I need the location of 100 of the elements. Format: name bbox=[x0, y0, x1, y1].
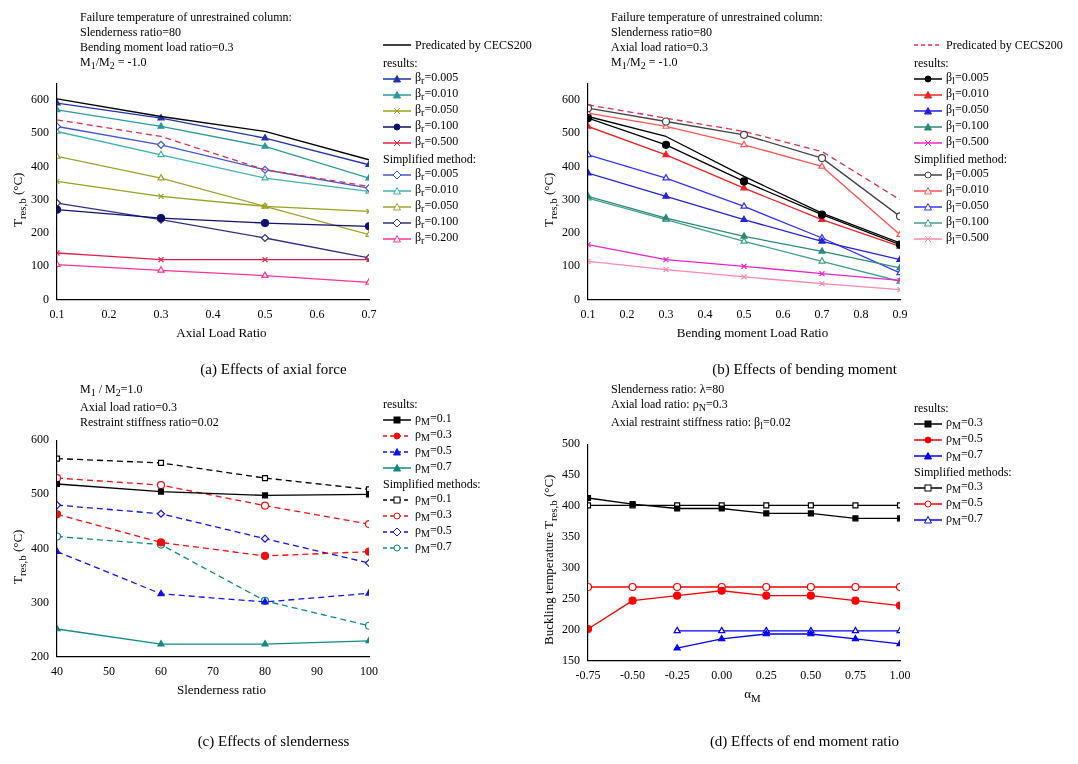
x-tick-label: 0.3 bbox=[153, 307, 169, 322]
x-tick-label: 1.00 bbox=[889, 667, 911, 682]
x-tick-label: 60 bbox=[155, 664, 167, 679]
legend-label: β$_{l}$=0.050 bbox=[946, 102, 989, 119]
legend-label: β$_{l}$=0.010 bbox=[946, 182, 989, 199]
text: Slenderness ratio=80 bbox=[80, 25, 183, 40]
text: Simplified methods: bbox=[914, 463, 1013, 480]
x-tick-label: 0.00 bbox=[711, 667, 733, 682]
y-tick-label: 400 bbox=[31, 158, 49, 173]
text: Simplified methods: bbox=[383, 476, 482, 493]
x-tick-label: 0.6 bbox=[309, 307, 325, 322]
legend-label: β$_{r}$=0.010 bbox=[415, 182, 459, 199]
x-tick-label: 0.7 bbox=[814, 307, 830, 322]
x-axis-title: Bending moment Load Ratio bbox=[675, 325, 830, 342]
legend-label: Predicated by CECS200 bbox=[415, 37, 532, 54]
y-tick-label: 250 bbox=[562, 590, 580, 605]
legend-label: ρ$_{M}$=0.5 bbox=[946, 430, 983, 447]
text: (a) Effects of axial force bbox=[199, 361, 348, 378]
text: M$_{1}$ / M$_{2}$=1.0 bbox=[80, 382, 143, 399]
legend-label: β$_{l}$=0.500 bbox=[946, 133, 989, 153]
y-tick-label: 100 bbox=[562, 258, 580, 273]
legend-label: β$_{r}$=0.200 bbox=[415, 229, 459, 249]
legend-label: β$_{r}$=0.005 bbox=[415, 166, 459, 183]
legend-label: ρ$_{M}$=0.7 bbox=[415, 538, 452, 558]
y-tick-label: 500 bbox=[562, 125, 580, 140]
x-tick-label: 0.50 bbox=[800, 667, 822, 682]
legend-label: β$_{l}$=0.500 bbox=[946, 229, 989, 249]
text: M$_{1}$/M$_{2}$ = -1.0 bbox=[80, 55, 147, 72]
y-tick-label: 200 bbox=[562, 621, 580, 636]
x-tick-label: 0.3 bbox=[658, 307, 674, 322]
y-tick-label: 200 bbox=[31, 649, 49, 664]
x-tick-label: -0.75 bbox=[575, 667, 601, 682]
text: Simplified method: bbox=[383, 151, 477, 168]
y-tick-label: 0 bbox=[43, 292, 49, 307]
x-tick-label: 0.6 bbox=[775, 307, 791, 322]
y-tick-label: 450 bbox=[562, 467, 580, 482]
text: (c) Effects of slenderness bbox=[196, 733, 351, 750]
text: Bending moment load ratio=0.3 bbox=[80, 40, 234, 54]
legend-title: results: bbox=[914, 399, 950, 416]
legend-label: β$_{l}$=0.100 bbox=[946, 214, 989, 231]
y-tick-label: 100 bbox=[31, 258, 49, 273]
legend-label: ρ$_{M}$=0.5 bbox=[415, 443, 452, 460]
legend-label: ρ$_{M}$=0.7 bbox=[946, 445, 983, 465]
legend-title: results: bbox=[383, 55, 419, 72]
x-tick-label: 0.5 bbox=[257, 307, 273, 322]
legend-label: β$_{r}$=0.050 bbox=[415, 198, 459, 215]
legend-label: β$_{l}$=0.010 bbox=[946, 86, 989, 103]
text: Failure temperature of unrestrained column: bbox=[80, 10, 293, 25]
text: Axial load ratio: ρ$_{N}$=0.3 bbox=[611, 397, 728, 414]
legend-label: ρ$_{M}$=0.3 bbox=[415, 427, 452, 444]
y-tick-label: 300 bbox=[562, 559, 580, 574]
x-axis-title: α$_{M}$ bbox=[743, 685, 762, 704]
x-tick-label: 0.25 bbox=[755, 667, 777, 682]
y-tick-label: 600 bbox=[562, 92, 580, 107]
text: Simplified method: bbox=[914, 151, 1008, 168]
x-tick-label: 40 bbox=[51, 664, 63, 679]
legend-label: β$_{l}$=0.005 bbox=[946, 70, 989, 87]
legend-label: ρ$_{M}$=0.3 bbox=[946, 478, 983, 495]
x-axis-title: Axial Load Ratio bbox=[175, 325, 268, 342]
legend-label: β$_{l}$=0.005 bbox=[946, 166, 989, 183]
legend-label: ρ$_{M}$=0.7 bbox=[946, 509, 983, 529]
x-tick-label: 0.1 bbox=[580, 307, 596, 322]
x-tick-label: 0.2 bbox=[101, 307, 117, 322]
legend-label: Predicated by CECS200 bbox=[946, 37, 1063, 54]
legend-label: ρ$_{M}$=0.7 bbox=[415, 458, 452, 478]
legend-label: ρ$_{M}$=0.1 bbox=[415, 411, 452, 428]
y-tick-label: 150 bbox=[562, 652, 580, 667]
text: Restraint stiffness ratio=0.02 bbox=[80, 415, 219, 430]
legend-label: ρ$_{M}$=0.5 bbox=[946, 494, 983, 511]
legend-label: β$_{l}$=0.050 bbox=[946, 198, 989, 215]
y-tick-label: 0 bbox=[574, 292, 580, 307]
legend-label: ρ$_{M}$=0.3 bbox=[415, 507, 452, 524]
x-tick-label: 0.9 bbox=[892, 307, 908, 322]
y-tick-label: 200 bbox=[31, 225, 49, 240]
legend-label: β$_{l}$=0.100 bbox=[946, 118, 989, 135]
x-tick-label: 0.4 bbox=[697, 307, 713, 322]
x-tick-label: 100 bbox=[360, 664, 378, 679]
legend-label: ρ$_{M}$=0.1 bbox=[415, 491, 452, 508]
y-tick-label: 400 bbox=[31, 540, 49, 555]
x-tick-label: 90 bbox=[311, 664, 323, 679]
text: Axial restraint stiffness ratio: β$_{l}$=0.02 bbox=[611, 415, 791, 432]
y-tick-label: 500 bbox=[31, 486, 49, 501]
text: Slenderness ratio: λ=80 bbox=[611, 382, 726, 397]
text: M$_{1}$/M$_{2}$ = -1.0 bbox=[611, 55, 678, 72]
legend-label: β$_{r}$=0.010 bbox=[415, 86, 459, 103]
legend-label: β$_{r}$=0.500 bbox=[415, 133, 459, 153]
x-tick-label: 0.2 bbox=[619, 307, 635, 322]
x-tick-label: 0.8 bbox=[853, 307, 869, 322]
x-tick-label: -0.50 bbox=[620, 667, 646, 682]
x-tick-label: 0.75 bbox=[844, 667, 866, 682]
text: Slenderness ratio=80 bbox=[611, 25, 714, 40]
y-tick-label: 350 bbox=[562, 528, 580, 543]
y-tick-label: 600 bbox=[31, 92, 49, 107]
x-tick-label: 0.1 bbox=[49, 307, 65, 322]
x-tick-label: 50 bbox=[103, 664, 115, 679]
legend-label: β$_{r}$=0.100 bbox=[415, 118, 459, 135]
legend-label: β$_{r}$=0.050 bbox=[415, 102, 459, 119]
y-tick-label: 400 bbox=[562, 158, 580, 173]
x-tick-label: 0.7 bbox=[361, 307, 377, 322]
legend-title: results: bbox=[914, 55, 950, 72]
